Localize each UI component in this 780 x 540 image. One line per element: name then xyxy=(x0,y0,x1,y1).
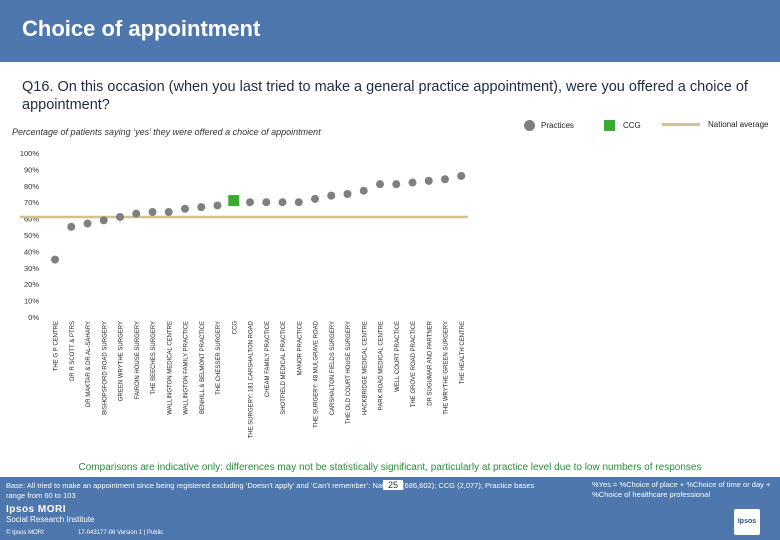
chart-subtitle: Percentage of patients saying ‘yes’ they… xyxy=(12,127,321,137)
x-category-label: PARK ROAD MEDICAL CENTRE xyxy=(379,321,385,410)
practice-point xyxy=(213,201,222,210)
ccg-point xyxy=(228,195,240,207)
x-category-label: BISHOPSFORD ROAD SURGERY xyxy=(102,321,108,415)
practice-point xyxy=(262,198,271,207)
ccg-square-icon xyxy=(604,120,615,131)
logo-ipsos-text: Ipsos MORI xyxy=(6,504,67,515)
x-category-label: DR R SCOTT & PTRS xyxy=(70,321,76,381)
x-category-label: DR MAKTAR & DR AL-SAHARY xyxy=(86,321,92,407)
x-category-label: THE GROVE ROAD PRACTICE xyxy=(411,321,417,407)
y-tick-label: 100% xyxy=(20,149,40,158)
base-note: Base: All tried to make an appointment s… xyxy=(6,481,535,500)
y-tick-label: 80% xyxy=(24,182,39,191)
x-category-label: THE OLD COURT HOUSE SURGERY xyxy=(346,321,352,424)
x-category-label: THE SURGERY: 181 CARSHALTON ROAD xyxy=(249,320,255,438)
x-category-label: THE SURGERY: 48 MULGRAVE ROAD xyxy=(314,320,320,427)
practice-point xyxy=(197,203,206,212)
practice-point xyxy=(246,198,254,207)
x-category-label: DR SUGUMAR AND PARTNER xyxy=(427,320,433,405)
x-category-label: MANOR PRACTICE xyxy=(297,321,303,375)
practice-point xyxy=(457,171,466,180)
practice-point xyxy=(116,212,124,221)
y-tick-label: 30% xyxy=(24,264,39,273)
question-text: Q16. On this occasion (when you last tri… xyxy=(22,79,748,113)
practice-point xyxy=(359,186,368,195)
practice-point xyxy=(164,208,173,217)
practice-point xyxy=(327,191,336,200)
y-tick-label: 40% xyxy=(24,247,39,256)
x-category-label: THE G P CENTRE xyxy=(54,321,60,371)
practice-point xyxy=(51,255,59,264)
y-tick-label: 90% xyxy=(24,165,39,174)
footer-bar: Base: All tried to make an appointment s… xyxy=(0,477,780,540)
x-category-label: THE BEECHES SURGERY xyxy=(151,321,157,395)
x-category-label: WALLINGTON MEDICAL CENTRE xyxy=(167,321,173,415)
x-category-label: CHEAM FAMILY PRACTICE xyxy=(265,321,271,397)
practice-point xyxy=(294,198,303,207)
practice-point xyxy=(99,216,108,225)
x-category-label: CARSHALTON FIELDS SURGERY xyxy=(330,321,336,415)
x-category-label: SHOTFIELD MEDICAL PRACTICE xyxy=(281,321,287,415)
legend-national-label: National average xyxy=(708,120,769,129)
practice-point xyxy=(83,219,92,228)
practice-point xyxy=(278,198,287,207)
practice-point xyxy=(181,204,189,213)
practice-point xyxy=(392,180,401,189)
practice-point xyxy=(343,190,352,198)
practice-point xyxy=(148,208,157,217)
practice-dot-icon xyxy=(524,120,535,131)
header-bar: Choice of appointment xyxy=(0,0,780,62)
x-category-label: BENHILL & BELMONT PRACTICE xyxy=(200,321,206,414)
y-tick-label: 50% xyxy=(24,231,39,240)
practice-point xyxy=(376,180,384,189)
y-tick-label: 60% xyxy=(24,215,39,224)
legend-practices-label: Practices xyxy=(541,121,574,130)
logo-sri-text: Social Research Institute xyxy=(6,515,95,524)
comparisons-note: Comparisons are indicative only: differe… xyxy=(78,462,702,473)
practice-point xyxy=(67,222,76,231)
copyright: © Ipsos MORI xyxy=(6,530,44,536)
practice-point xyxy=(424,176,433,185)
practice-point xyxy=(441,175,449,184)
y-tick-label: 70% xyxy=(24,198,39,207)
practice-point xyxy=(132,209,141,218)
legend-ccg-label: CCG xyxy=(623,121,641,130)
x-category-label: GREEN WRYTHE SURGERY xyxy=(119,321,125,401)
x-category-label: THE WRYTHE GREEN SURGERY xyxy=(444,321,450,415)
x-category-label: FAIROIN HOUSE SURGERY xyxy=(135,321,141,399)
national-line-icon xyxy=(662,123,700,126)
page-title: Choice of appointment xyxy=(22,16,261,41)
x-category-label: THE HEALTH CENTRE xyxy=(460,321,466,384)
x-category-label: HACKBRIDGE MEDICAL CENTRE xyxy=(362,321,368,415)
legend-ccg: CCG xyxy=(604,120,641,131)
chart-legend: Practices CCG National average xyxy=(0,120,780,136)
y-tick-label: 0% xyxy=(28,313,39,322)
y-tick-label: 10% xyxy=(24,297,39,306)
practice-point xyxy=(311,194,319,203)
ipsos-mori-logo: Ipsos MORI Social Research Institute xyxy=(6,504,95,524)
x-category-label: WALLINGTON FAMILY PRACTICE xyxy=(184,321,190,415)
y-tick-label: 20% xyxy=(24,280,39,289)
yes-definition-note: %Yes = %Choice of place + %Choice of tim… xyxy=(592,480,771,499)
scatter-chart: 0% 10% 20% 30% 40% 50% 60% 70% 80% 90% 100% THE G P… xyxy=(20,149,468,438)
ipsos-corner-logo: Ipsos xyxy=(734,509,760,535)
legend-practices: Practices xyxy=(524,120,574,131)
practice-point xyxy=(408,178,417,187)
page-number: 25 xyxy=(383,480,403,490)
x-category-label: WELL COURT PRACTICE xyxy=(395,321,401,392)
legend-national: National average xyxy=(662,120,768,129)
job-number: 17-043177-06 Version 1 | Public xyxy=(78,530,164,536)
x-category-label: CCG xyxy=(232,321,238,335)
x-category-label: THE CHESSER SURGERY xyxy=(216,321,222,395)
